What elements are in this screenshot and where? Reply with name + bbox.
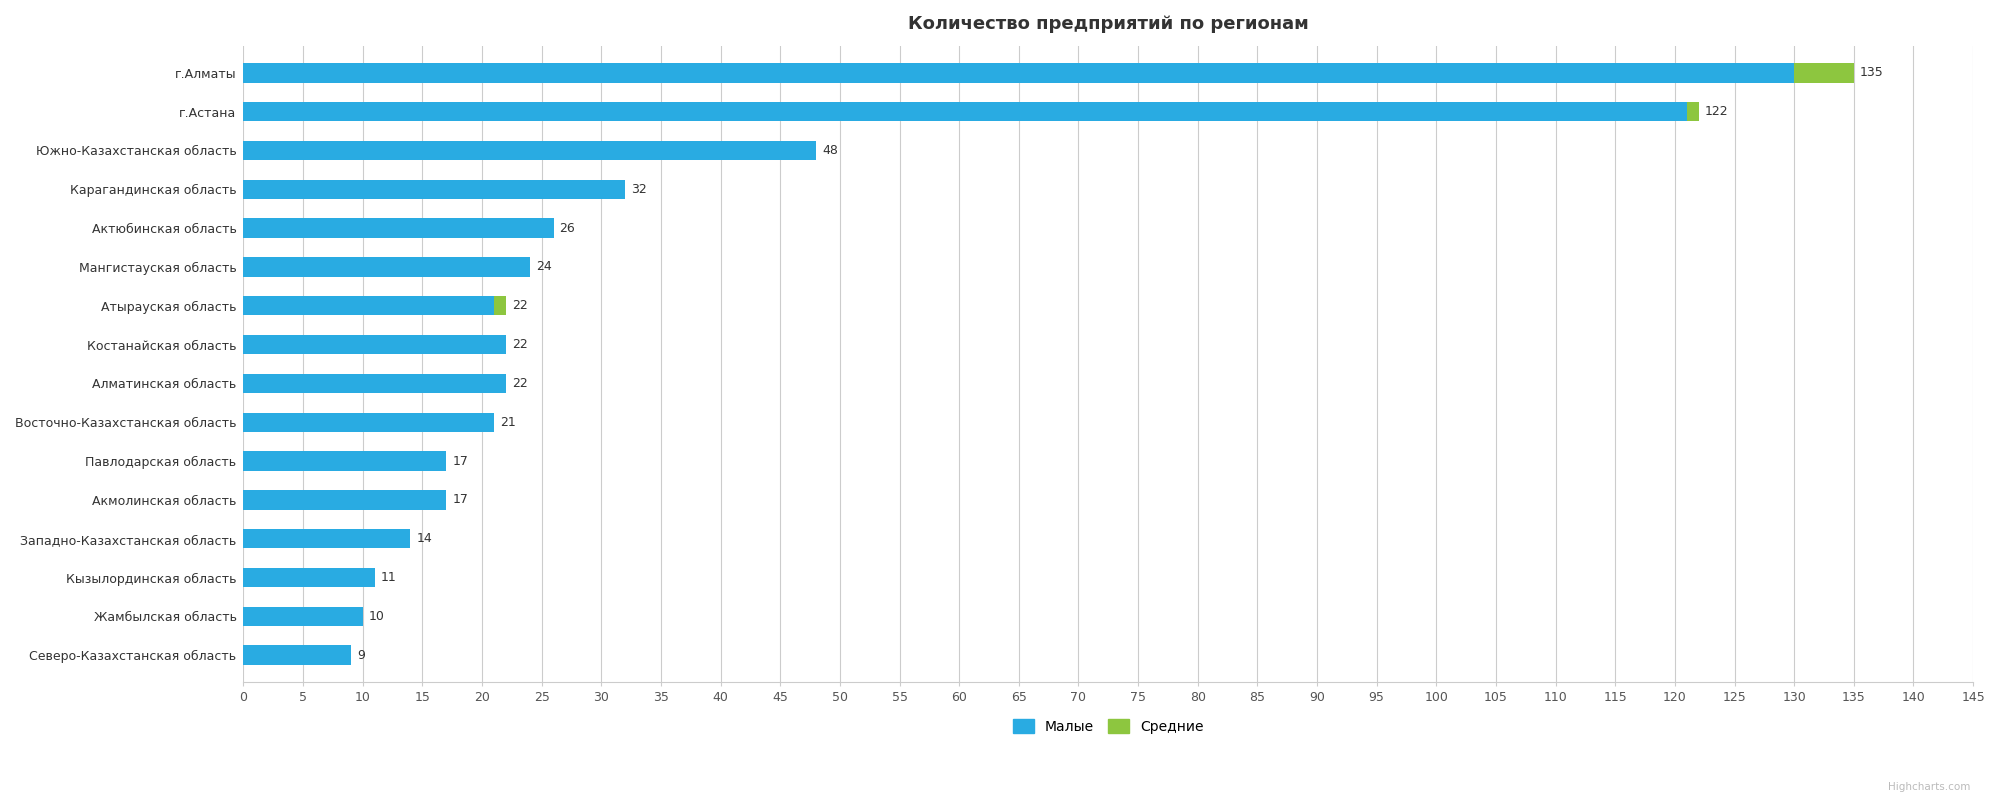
Bar <box>244 374 506 393</box>
Bar <box>244 451 446 470</box>
Text: 17: 17 <box>452 494 468 506</box>
Bar <box>1686 102 1698 122</box>
Text: 21: 21 <box>500 416 516 429</box>
Text: 135: 135 <box>1860 66 1884 79</box>
Bar <box>1794 63 1854 82</box>
Bar <box>244 141 816 160</box>
Text: 22: 22 <box>512 338 528 351</box>
Bar <box>244 490 446 510</box>
Legend: Малые, Средние: Малые, Средние <box>1008 713 1210 739</box>
Bar <box>244 568 374 587</box>
Bar <box>244 102 1686 122</box>
Bar <box>244 606 362 626</box>
Bar <box>244 529 410 549</box>
Bar <box>244 413 494 432</box>
Text: 11: 11 <box>380 571 396 584</box>
Text: 9: 9 <box>356 649 364 662</box>
Text: 10: 10 <box>368 610 384 623</box>
Text: 22: 22 <box>512 377 528 390</box>
Bar <box>244 180 626 199</box>
Bar <box>494 296 506 315</box>
Text: 48: 48 <box>822 144 838 157</box>
Bar <box>244 218 554 238</box>
Bar <box>244 63 1794 82</box>
Bar <box>244 646 350 665</box>
Text: 17: 17 <box>452 454 468 467</box>
Bar <box>244 335 506 354</box>
Text: 122: 122 <box>1704 105 1728 118</box>
Title: Количество предприятий по регионам: Количество предприятий по регионам <box>908 15 1308 33</box>
Text: 14: 14 <box>416 532 432 546</box>
Text: 26: 26 <box>560 222 576 234</box>
Text: 22: 22 <box>512 299 528 312</box>
Text: 24: 24 <box>536 261 552 274</box>
Bar <box>244 258 530 277</box>
Bar <box>244 296 494 315</box>
Text: Highcharts.com: Highcharts.com <box>1888 782 1970 792</box>
Text: 32: 32 <box>632 183 646 196</box>
